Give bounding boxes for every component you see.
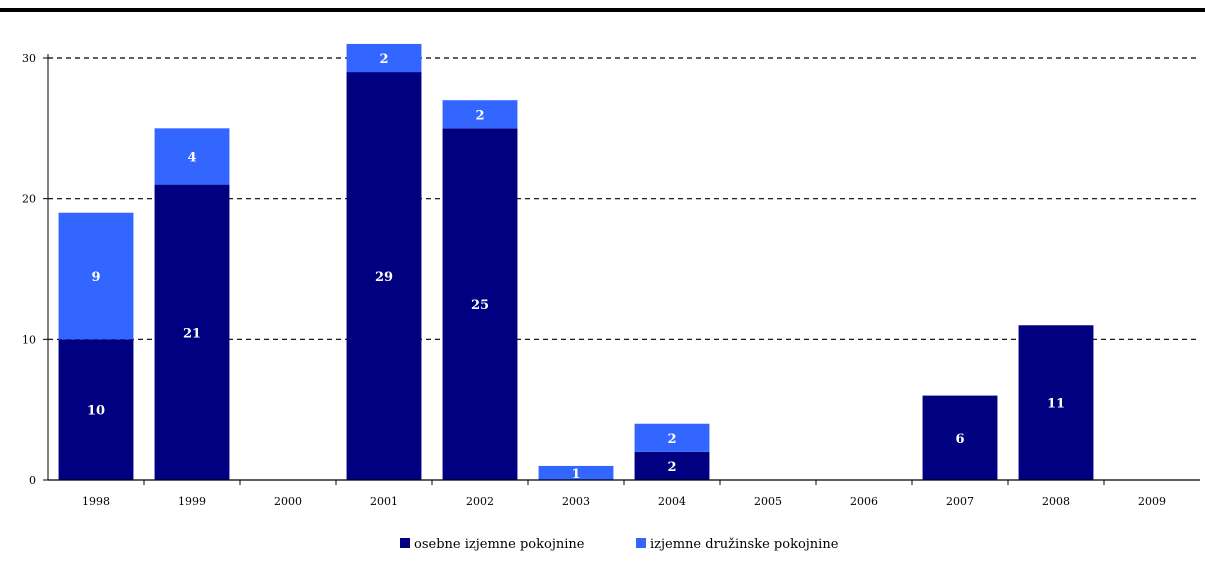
x-tick-label-2002: 2002: [466, 495, 494, 508]
bar-segment-osebne-2004: [634, 451, 710, 480]
bar-value-label: 2: [379, 52, 388, 67]
bar-value-label: 2: [667, 460, 676, 475]
bar-value-label: 10: [87, 404, 105, 419]
bar-segment-druzinske-2004: [634, 423, 710, 452]
y-tick-label: 10: [22, 333, 36, 346]
legend-label-druzinske: izjemne družinske pokojnine: [650, 537, 839, 552]
x-tick-label-2000: 2000: [274, 495, 302, 508]
legend-swatch-druzinske: [636, 538, 646, 548]
x-tick-label-1999: 1999: [178, 495, 206, 508]
bar-segment-osebne-2002: [442, 128, 518, 481]
bar-value-label: 6: [955, 432, 964, 447]
grid-lines: [48, 57, 1200, 340]
x-tick-label-2006: 2006: [850, 495, 878, 508]
y-tick-label: 30: [22, 52, 36, 65]
bar-value-label: 9: [91, 270, 100, 285]
bar-segment-osebne-2008: [1018, 325, 1094, 480]
x-tick-label-2008: 2008: [1042, 495, 1070, 508]
x-tick-label-2001: 2001: [370, 495, 398, 508]
x-tick-label-2005: 2005: [754, 495, 782, 508]
bar-value-label: 25: [471, 298, 489, 313]
axes: 0 10 20 30 1998 1999 2000 2001 2002 2003 2004 2005 2…: [22, 52, 1200, 508]
legend: osebne izjemne pokojnine izjemne družinsk…: [400, 537, 839, 552]
bar-value-label: 21: [183, 326, 201, 341]
bar-value-label: 1: [571, 467, 580, 482]
x-tick-label-2009: 2009: [1138, 495, 1166, 508]
bar-segment-osebne-1999: [154, 184, 230, 480]
x-tick-label-2004: 2004: [658, 495, 686, 508]
bar-value-label: 2: [475, 108, 484, 123]
bar-value-label: 11: [1047, 397, 1065, 412]
y-tick-label: 20: [22, 193, 36, 206]
bar-value-label: 2: [667, 432, 676, 447]
y-tick-label: 0: [29, 474, 36, 487]
bar-segment-druzinske-1999: [154, 128, 230, 185]
legend-swatch-osebne: [400, 538, 410, 548]
bar-segment-druzinske-2003: [538, 465, 614, 480]
bar-value-label: 29: [375, 270, 393, 285]
x-tick-label-1998: 1998: [82, 495, 110, 508]
legend-label-osebne: osebne izjemne pokojnine: [414, 537, 585, 552]
x-tick-label-2003: 2003: [562, 495, 590, 508]
bar-segment-osebne-1998: [58, 339, 134, 480]
bar-segment-osebne-2007: [922, 395, 998, 480]
bar-value-label: 4: [187, 150, 196, 165]
bar-segment-osebne-2001: [346, 72, 422, 481]
bar-segment-druzinske-2002: [442, 100, 518, 129]
x-tick-label-2007: 2007: [946, 495, 974, 508]
bar-segment-druzinske-2001: [346, 43, 422, 73]
bar-segment-druzinske-1998: [58, 212, 134, 340]
